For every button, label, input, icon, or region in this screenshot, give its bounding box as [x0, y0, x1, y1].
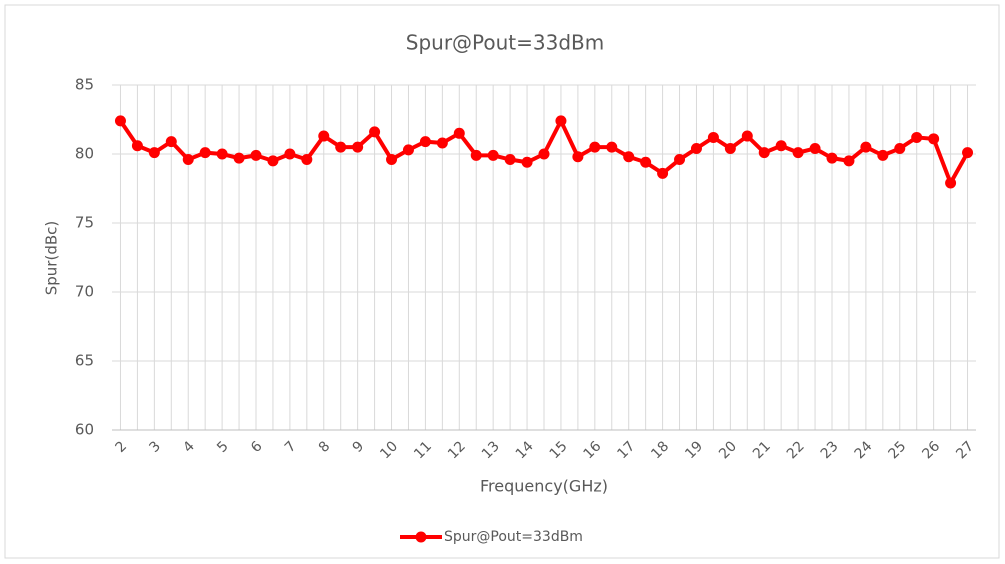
data-point	[589, 141, 601, 153]
y-tick-label: 75	[75, 214, 94, 232]
y-tick-label: 65	[75, 352, 94, 370]
data-point	[318, 130, 330, 142]
data-point	[114, 115, 126, 127]
data-point	[504, 154, 516, 166]
data-point	[165, 136, 177, 148]
data-point	[402, 144, 414, 156]
data-point	[758, 147, 770, 159]
data-point	[352, 141, 364, 153]
x-axis-label: Frequency(GHz)	[480, 477, 608, 496]
data-point	[453, 127, 465, 139]
data-point	[386, 154, 398, 166]
data-point	[826, 152, 838, 164]
data-point	[877, 149, 889, 161]
data-point	[894, 142, 906, 154]
data-point	[606, 141, 618, 153]
data-point	[369, 126, 381, 138]
data-point	[860, 141, 872, 153]
data-point	[792, 147, 804, 159]
data-point	[674, 154, 686, 166]
y-tick-label: 80	[75, 145, 94, 163]
data-point	[148, 147, 160, 159]
data-point	[487, 149, 499, 161]
data-point	[945, 177, 957, 189]
data-point	[182, 154, 194, 166]
data-point	[233, 152, 245, 164]
data-point	[436, 137, 448, 149]
data-point	[623, 151, 635, 163]
data-point	[250, 149, 262, 161]
data-point	[809, 142, 821, 154]
data-point	[267, 155, 279, 167]
data-point	[199, 147, 211, 159]
data-point	[131, 140, 143, 152]
data-point	[640, 156, 652, 168]
data-point	[928, 133, 940, 145]
y-axis-label: Spur(dBc)	[43, 221, 61, 295]
data-point	[962, 147, 974, 159]
y-tick-label: 85	[75, 76, 94, 94]
data-point	[216, 148, 228, 160]
data-point	[911, 131, 923, 143]
y-tick-label: 60	[75, 421, 94, 439]
data-point	[572, 151, 584, 163]
data-point	[470, 149, 482, 161]
data-point	[657, 167, 669, 179]
data-point	[301, 154, 313, 166]
data-point	[538, 148, 550, 160]
data-point	[521, 156, 533, 168]
legend-label: Spur@Pout=33dBm	[444, 529, 583, 545]
chart-frame	[4, 4, 1000, 559]
data-point	[843, 155, 855, 167]
data-point	[419, 136, 431, 148]
data-point	[741, 130, 753, 142]
chart-title: Spur@Pout=33dBm	[406, 31, 605, 55]
y-tick-label: 70	[75, 283, 94, 301]
data-point	[724, 142, 736, 154]
legend-marker	[415, 531, 427, 543]
data-point	[707, 131, 719, 143]
data-point	[284, 148, 296, 160]
data-point	[335, 141, 347, 153]
data-point	[775, 140, 787, 152]
data-point	[690, 142, 702, 154]
data-point	[555, 115, 567, 127]
